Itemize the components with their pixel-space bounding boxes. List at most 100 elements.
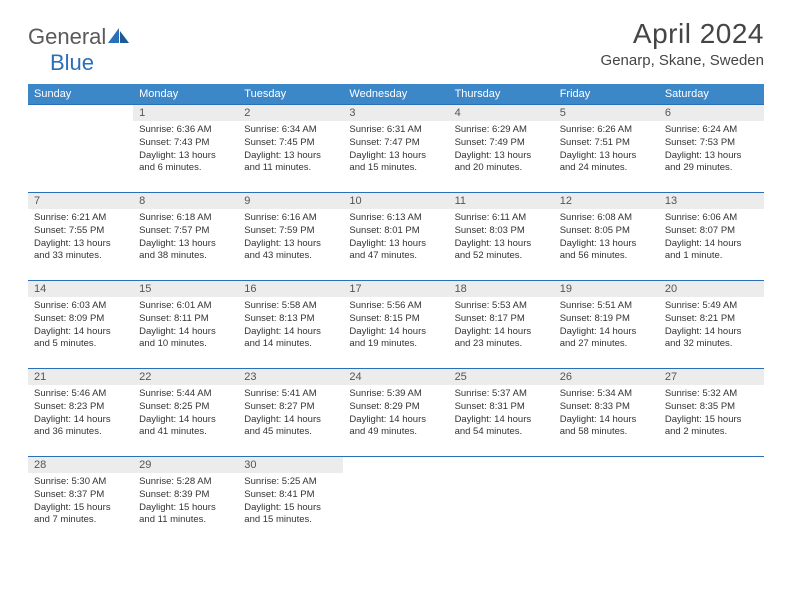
sunset-line: Sunset: 8:17 PM: [455, 313, 548, 326]
sunrise-line: Sunrise: 6:24 AM: [665, 124, 758, 137]
day-number: 2: [238, 105, 343, 121]
sunrise-line: Sunrise: 5:41 AM: [244, 388, 337, 401]
day-body: Sunrise: 5:30 AMSunset: 8:37 PMDaylight:…: [28, 473, 133, 531]
day-body: Sunrise: 6:26 AMSunset: 7:51 PMDaylight:…: [554, 121, 659, 179]
sunrise-line: Sunrise: 5:34 AM: [560, 388, 653, 401]
day-number: 21: [28, 369, 133, 385]
day-body: Sunrise: 5:58 AMSunset: 8:13 PMDaylight:…: [238, 297, 343, 355]
sunrise-line: Sunrise: 5:56 AM: [349, 300, 442, 313]
daylight-line: Daylight: 14 hours and 41 minutes.: [139, 414, 232, 440]
day-body: Sunrise: 5:49 AMSunset: 8:21 PMDaylight:…: [659, 297, 764, 355]
sunrise-line: Sunrise: 6:16 AM: [244, 212, 337, 225]
day-number: 23: [238, 369, 343, 385]
day-body: Sunrise: 6:24 AMSunset: 7:53 PMDaylight:…: [659, 121, 764, 179]
sunrise-line: Sunrise: 5:49 AM: [665, 300, 758, 313]
day-number: 24: [343, 369, 448, 385]
day-body: Sunrise: 6:29 AMSunset: 7:49 PMDaylight:…: [449, 121, 554, 179]
daylight-line: Daylight: 14 hours and 19 minutes.: [349, 326, 442, 352]
sunset-line: Sunset: 7:49 PM: [455, 137, 548, 150]
sunrise-line: Sunrise: 6:26 AM: [560, 124, 653, 137]
daylight-line: Daylight: 14 hours and 14 minutes.: [244, 326, 337, 352]
sunrise-line: Sunrise: 5:37 AM: [455, 388, 548, 401]
day-number: 27: [659, 369, 764, 385]
title-block: April 2024 Genarp, Skane, Sweden: [601, 18, 764, 69]
sunset-line: Sunset: 8:15 PM: [349, 313, 442, 326]
calendar-cell: 8Sunrise: 6:18 AMSunset: 7:57 PMDaylight…: [133, 193, 238, 281]
calendar-week-row: 7Sunrise: 6:21 AMSunset: 7:55 PMDaylight…: [28, 193, 764, 281]
calendar-cell: 12Sunrise: 6:08 AMSunset: 8:05 PMDayligh…: [554, 193, 659, 281]
day-number: 26: [554, 369, 659, 385]
sunrise-line: Sunrise: 5:44 AM: [139, 388, 232, 401]
sunset-line: Sunset: 7:45 PM: [244, 137, 337, 150]
sunset-line: Sunset: 8:03 PM: [455, 225, 548, 238]
weekday-header: Friday: [554, 84, 659, 105]
day-body: Sunrise: 6:01 AMSunset: 8:11 PMDaylight:…: [133, 297, 238, 355]
sunrise-line: Sunrise: 6:03 AM: [34, 300, 127, 313]
calendar-cell: 21Sunrise: 5:46 AMSunset: 8:23 PMDayligh…: [28, 369, 133, 457]
sunset-line: Sunset: 8:23 PM: [34, 401, 127, 414]
sunrise-line: Sunrise: 5:39 AM: [349, 388, 442, 401]
day-number: 13: [659, 193, 764, 209]
day-number: 28: [28, 457, 133, 473]
daylight-line: Daylight: 13 hours and 52 minutes.: [455, 238, 548, 264]
sunrise-line: Sunrise: 6:21 AM: [34, 212, 127, 225]
sunrise-line: Sunrise: 5:28 AM: [139, 476, 232, 489]
sunset-line: Sunset: 8:07 PM: [665, 225, 758, 238]
calendar-cell: 1Sunrise: 6:36 AMSunset: 7:43 PMDaylight…: [133, 105, 238, 193]
daylight-line: Daylight: 14 hours and 49 minutes.: [349, 414, 442, 440]
day-number: 4: [449, 105, 554, 121]
sunset-line: Sunset: 8:19 PM: [560, 313, 653, 326]
calendar-cell: 7 Sunrise: 6:21 AMSunset: 7:55 PMDaylight…: [28, 193, 133, 281]
daylight-line: Daylight: 14 hours and 10 minutes.: [139, 326, 232, 352]
calendar-cell: [343, 457, 448, 545]
calendar-cell: [449, 457, 554, 545]
calendar-cell: 6Sunrise: 6:24 AMSunset: 7:53 PMDaylight…: [659, 105, 764, 193]
sunset-line: Sunset: 8:31 PM: [455, 401, 548, 414]
day-body: Sunrise: 5:25 AMSunset: 8:41 PMDaylight:…: [238, 473, 343, 531]
calendar-week-row: 1Sunrise: 6:36 AMSunset: 7:43 PMDaylight…: [28, 105, 764, 193]
daylight-line: Daylight: 13 hours and 43 minutes.: [244, 238, 337, 264]
daylight-line: Daylight: 13 hours and 38 minutes.: [139, 238, 232, 264]
day-body: Sunrise: 5:34 AMSunset: 8:33 PMDaylight:…: [554, 385, 659, 443]
month-title: April 2024: [601, 18, 764, 50]
calendar-cell: [659, 457, 764, 545]
sunset-line: Sunset: 8:33 PM: [560, 401, 653, 414]
weekday-header-row: Sunday Monday Tuesday Wednesday Thursday…: [28, 84, 764, 105]
day-body: Sunrise: 5:46 AMSunset: 8:23 PMDaylight:…: [28, 385, 133, 443]
day-body: Sunrise: 5:32 AMSunset: 8:35 PMDaylight:…: [659, 385, 764, 443]
sunset-line: Sunset: 7:55 PM: [34, 225, 127, 238]
day-body: Sunrise: 5:39 AMSunset: 8:29 PMDaylight:…: [343, 385, 448, 443]
calendar-cell: 30Sunrise: 5:25 AMSunset: 8:41 PMDayligh…: [238, 457, 343, 545]
weekday-header: Wednesday: [343, 84, 448, 105]
sunrise-line: Sunrise: 5:53 AM: [455, 300, 548, 313]
day-number: 7: [28, 193, 133, 209]
day-number: 16: [238, 281, 343, 297]
day-body: Sunrise: 6:31 AMSunset: 7:47 PMDaylight:…: [343, 121, 448, 179]
daylight-line: Daylight: 15 hours and 11 minutes.: [139, 502, 232, 528]
calendar-cell: 16Sunrise: 5:58 AMSunset: 8:13 PMDayligh…: [238, 281, 343, 369]
sunset-line: Sunset: 8:01 PM: [349, 225, 442, 238]
sunset-line: Sunset: 7:53 PM: [665, 137, 758, 150]
daylight-line: Daylight: 14 hours and 23 minutes.: [455, 326, 548, 352]
sunrise-line: Sunrise: 5:58 AM: [244, 300, 337, 313]
calendar-cell: 11Sunrise: 6:11 AMSunset: 8:03 PMDayligh…: [449, 193, 554, 281]
daylight-line: Daylight: 13 hours and 15 minutes.: [349, 150, 442, 176]
calendar-cell: 24Sunrise: 5:39 AMSunset: 8:29 PMDayligh…: [343, 369, 448, 457]
sunset-line: Sunset: 8:11 PM: [139, 313, 232, 326]
location: Genarp, Skane, Sweden: [601, 52, 764, 69]
calendar-cell: 18 Sunrise: 5:53 AMSunset: 8:17 PMDayligh…: [449, 281, 554, 369]
weekday-header: Saturday: [659, 84, 764, 105]
sunset-line: Sunset: 8:13 PM: [244, 313, 337, 326]
calendar-week-row: 28Sunrise: 5:30 AMSunset: 8:37 PMDayligh…: [28, 457, 764, 545]
sunset-line: Sunset: 8:35 PM: [665, 401, 758, 414]
weekday-header: Tuesday: [238, 84, 343, 105]
sunrise-line: Sunrise: 6:18 AM: [139, 212, 232, 225]
daylight-line: Daylight: 14 hours and 54 minutes.: [455, 414, 548, 440]
calendar-cell: 28Sunrise: 5:30 AMSunset: 8:37 PMDayligh…: [28, 457, 133, 545]
calendar-cell: 19Sunrise: 5:51 AMSunset: 8:19 PMDayligh…: [554, 281, 659, 369]
daylight-line: Daylight: 13 hours and 33 minutes.: [34, 238, 127, 264]
daylight-line: Daylight: 13 hours and 47 minutes.: [349, 238, 442, 264]
day-body: Sunrise: 6:03 AMSunset: 8:09 PMDaylight:…: [28, 297, 133, 355]
day-number: 18: [449, 281, 554, 297]
calendar-cell: 29Sunrise: 5:28 AMSunset: 8:39 PMDayligh…: [133, 457, 238, 545]
